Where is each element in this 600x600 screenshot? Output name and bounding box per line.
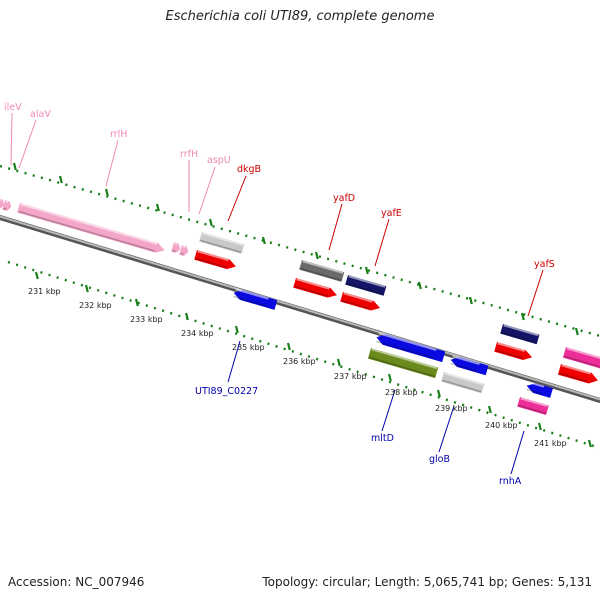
rnhA-arrow xyxy=(526,381,553,398)
scale-label: 237 kbp xyxy=(334,372,367,381)
ileV-arrow xyxy=(0,198,5,209)
rnhA-pink-gene xyxy=(517,397,549,415)
olive-gene xyxy=(367,348,439,379)
gene-label-glob: gloB xyxy=(429,454,450,465)
scale-label: 232 kbp xyxy=(79,301,112,310)
red-gene-edge xyxy=(557,364,598,384)
gene-label-mltd: mltD xyxy=(371,433,394,444)
lower-dotted-track xyxy=(7,260,600,450)
major-tick xyxy=(487,405,492,414)
major-tick xyxy=(574,327,579,336)
leader-rnha xyxy=(510,430,525,475)
major-tick xyxy=(134,298,139,307)
rrlH-arrow xyxy=(17,203,165,253)
gray-gene-1 xyxy=(199,232,245,254)
gene-label-dkgb: dkgB xyxy=(237,164,261,175)
magenta-gene-edge xyxy=(562,347,600,369)
major-tick xyxy=(520,312,525,321)
major-tick xyxy=(34,271,39,280)
gene-label-rnha: rnhA xyxy=(499,476,522,487)
gloB-arrow xyxy=(450,355,489,376)
scale-label: 235 kbp xyxy=(232,343,265,352)
scale-label: 233 kbp xyxy=(130,315,163,324)
genome-title: Escherichia coli UTI89, complete genome xyxy=(165,9,435,24)
major-tick xyxy=(587,439,592,448)
scale-label: 238 kbp xyxy=(385,388,418,397)
leader-mltd xyxy=(381,389,396,432)
major-tick xyxy=(155,203,160,212)
scale-label: 239 kbp xyxy=(435,404,468,413)
mltD-arrow xyxy=(376,332,446,363)
leader-dkgb xyxy=(227,175,247,222)
major-tick xyxy=(537,422,542,431)
major-tick xyxy=(84,284,89,293)
accession-label: Accession: NC_007946 xyxy=(8,575,145,589)
gene-label-rrlh: rrlH xyxy=(110,129,127,140)
yafD-arrow xyxy=(293,278,337,298)
gene-label-yafs: yafS xyxy=(534,259,555,270)
leader-yafs xyxy=(527,269,544,317)
UTI89-C0227-arrow xyxy=(233,288,278,310)
gray-gene-2 xyxy=(441,372,485,394)
gene-label-ilev: ileV xyxy=(4,102,22,113)
major-tick xyxy=(468,296,473,305)
genome-backbone xyxy=(0,214,600,404)
major-tick xyxy=(104,188,109,197)
major-tick xyxy=(364,266,369,275)
gene-label-uti89-c0227: UTI89_C0227 xyxy=(195,386,258,397)
upper-dotted-track xyxy=(0,164,600,338)
gene-label-yafe: yafE xyxy=(381,208,402,219)
aspU-arrow xyxy=(179,245,189,256)
major-tick xyxy=(184,312,189,321)
alaV-arrow xyxy=(2,200,12,211)
leader-rrlh xyxy=(105,139,119,187)
scale-label: 241 kbp xyxy=(534,439,567,448)
yafE-arrow xyxy=(340,292,381,311)
dkgB-arrow xyxy=(194,250,236,270)
yafS-companion-gene xyxy=(500,324,540,345)
gene-label-aspu: aspU xyxy=(207,155,231,166)
major-tick xyxy=(286,342,291,351)
leader-yafe xyxy=(374,218,390,267)
backbone-highlight xyxy=(0,215,600,401)
leader-ilev xyxy=(10,112,13,166)
leader-yafd xyxy=(328,203,343,251)
major-tick xyxy=(234,325,239,334)
major-tick xyxy=(387,373,392,382)
yafS-arrow xyxy=(494,342,533,360)
scale-label: 234 kbp xyxy=(181,329,214,338)
gene-label-alav: alaV xyxy=(30,109,51,120)
tick-marks xyxy=(0,162,600,450)
major-tick xyxy=(436,389,441,398)
genome-summary: Topology: circular; Length: 5,065,741 bp… xyxy=(262,575,592,589)
scale-label: 231 kbp xyxy=(28,287,61,296)
major-tick xyxy=(12,162,17,171)
leader-glob xyxy=(438,405,455,453)
gene-label-rrfh: rrfH xyxy=(180,149,198,160)
scale-label: 240 kbp xyxy=(485,421,518,430)
leader-uti89-c0227 xyxy=(227,340,241,383)
major-tick xyxy=(261,236,266,245)
scale-label: 236 kbp xyxy=(283,357,316,366)
rrfH-arrow xyxy=(171,242,181,253)
gene-features xyxy=(0,198,600,415)
major-tick xyxy=(417,281,422,290)
leader-aspu xyxy=(198,166,216,215)
major-tick xyxy=(314,251,319,260)
leader-alav xyxy=(18,119,37,169)
darkgray-gene xyxy=(299,260,345,282)
major-tick xyxy=(208,218,213,227)
major-tick xyxy=(336,358,341,367)
gene-label-yafd: yafD xyxy=(333,193,355,204)
major-tick xyxy=(58,175,63,184)
label-leader-lines xyxy=(10,112,544,475)
yafD-companion-gene xyxy=(345,275,387,296)
